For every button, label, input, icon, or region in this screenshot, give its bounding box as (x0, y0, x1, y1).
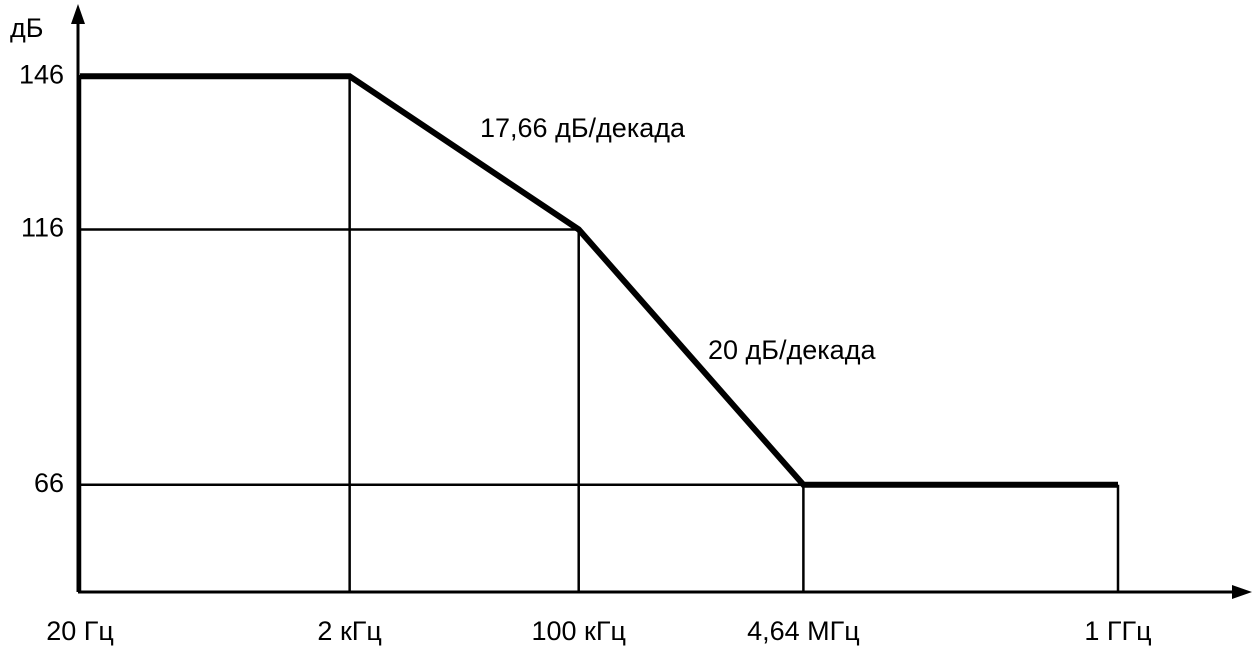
y-tick-label: 116 (21, 213, 64, 243)
x-tick-label: 2 кГц (317, 616, 381, 646)
data-line (80, 73, 1118, 488)
y-tick-label: 146 (19, 59, 64, 89)
annotation: 17,66 дБ/декада (480, 113, 686, 143)
x-tick-label: 4,64 МГц (747, 616, 860, 646)
annotation: 20 дБ/декада (708, 335, 876, 365)
y-axis-label: дБ (10, 13, 43, 43)
y-axis-arrow (71, 4, 85, 24)
x-tick-label: 1 ГГц (1084, 616, 1151, 646)
x-tick-label: 20 Гц (46, 616, 114, 646)
y-tick-label: 66 (34, 468, 64, 498)
x-tick-label: 100 кГц (531, 616, 625, 646)
x-axis-arrow (1232, 585, 1252, 599)
